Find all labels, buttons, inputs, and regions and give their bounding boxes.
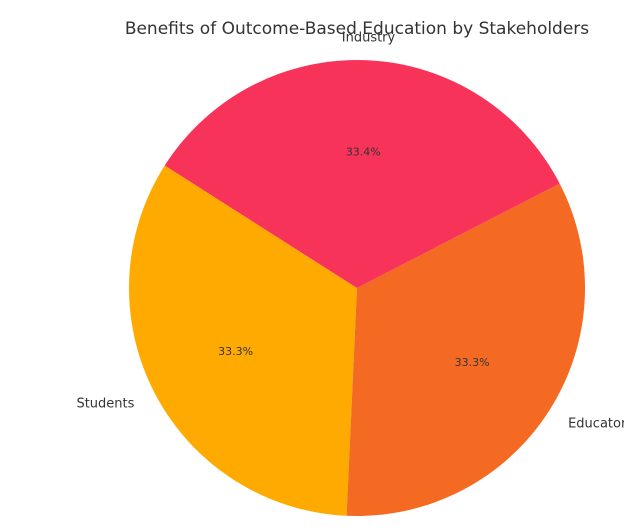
pie-labels: Students 33.3% Educators 33.3% Industry 33.4% bbox=[76, 31, 624, 432]
category-label-industry: Industry bbox=[342, 31, 396, 46]
percent-label-industry: 33.4% bbox=[346, 145, 381, 158]
chart-title: Benefits of Outcome-Based Education by S… bbox=[125, 19, 589, 39]
percent-label-educators: 33.3% bbox=[455, 356, 490, 369]
percent-label-students: 33.3% bbox=[218, 345, 253, 358]
pie-slice-students bbox=[129, 165, 357, 516]
pie-slice-educators bbox=[346, 183, 586, 516]
pie-slices bbox=[129, 60, 586, 516]
category-label-students: Students bbox=[76, 397, 134, 412]
category-label-educators: Educators bbox=[568, 416, 624, 431]
pie-slice-industry bbox=[164, 60, 560, 289]
